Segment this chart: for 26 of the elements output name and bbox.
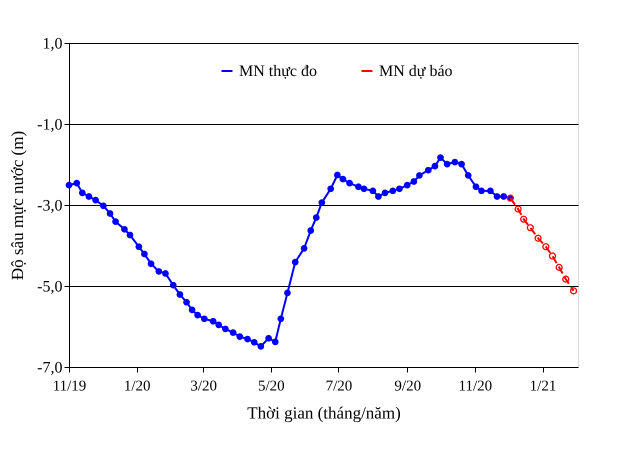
x-tick-label: 7/20: [326, 378, 352, 394]
x-axis-title: Thời gian (tháng/năm): [247, 404, 401, 422]
point: [520, 216, 528, 223]
legend-label: MN thực đo: [239, 63, 317, 80]
y-tick-label: -7,0: [37, 360, 62, 376]
point: [526, 224, 534, 232]
point: [542, 243, 550, 250]
point: [534, 234, 542, 242]
point: [562, 276, 570, 283]
x-tick-label: 5/20: [258, 378, 285, 394]
x-tick-label: 9/20: [394, 378, 422, 394]
y-tick-label: 1,0: [42, 36, 62, 52]
x-tick-label: 3/20: [190, 378, 218, 394]
y-tick-label: -1,0: [37, 116, 62, 134]
point: [514, 205, 522, 213]
legend-label: MN dự báo: [379, 63, 453, 80]
y-tick-label: -5,0: [37, 278, 62, 296]
y-tick-label: -3,0: [37, 198, 62, 214]
x-tick-label: 11/19: [52, 378, 86, 394]
x-tick-label: 1/20: [124, 378, 150, 394]
point: [556, 264, 563, 271]
x-tick-label: 1/21: [530, 378, 556, 394]
point: [548, 252, 556, 260]
point: [570, 287, 578, 294]
x-tick-label: 11/20: [458, 378, 492, 394]
y-axis-title: Độ sâu mực nước (m): [8, 130, 28, 280]
